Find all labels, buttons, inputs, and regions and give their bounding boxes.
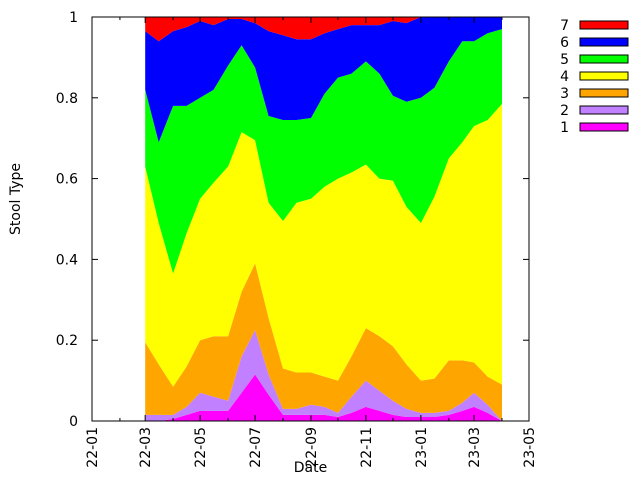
x-tick-label: 23-03	[467, 427, 483, 468]
x-axis-label: Date	[294, 460, 327, 476]
x-tick-label: 22-05	[193, 427, 209, 468]
y-tick-label: 1	[69, 10, 78, 26]
legend-label-1: 1	[560, 120, 569, 136]
x-tick-label: 22-09	[304, 427, 320, 468]
x-tick-label: 23-01	[414, 427, 430, 468]
y-tick-label: 0.4	[56, 252, 78, 268]
legend-swatch-6	[579, 37, 629, 47]
y-tick-label: 0.6	[56, 172, 78, 188]
x-tick-label: 22-01	[85, 427, 101, 468]
area-series-4	[145, 103, 502, 387]
x-tick-label: 22-07	[248, 427, 264, 468]
area-series-3	[145, 263, 502, 421]
area-series-1	[145, 374, 502, 421]
legend-swatch-5	[579, 54, 629, 64]
y-axis-ticks: 0 0.2 0.4 0.6 0.8 1	[56, 10, 529, 430]
legend-label-5: 5	[560, 52, 569, 68]
legend-label-6: 6	[560, 35, 569, 51]
legend-swatch-3	[579, 88, 629, 98]
legend-swatch-2	[579, 105, 629, 115]
legend-label-4: 4	[560, 69, 569, 85]
area-series-6	[145, 17, 502, 143]
x-tick-label: 22-03	[138, 427, 154, 468]
legend-label-7: 7	[560, 18, 569, 34]
area-series-group	[145, 17, 502, 421]
legend-label-3: 3	[560, 86, 569, 102]
area-series-2	[145, 330, 502, 421]
x-axis-ticks: 22-01 22-03 22-05 22-07 22-09 22-11 23-01 23-03…	[85, 17, 538, 468]
y-tick-label: 0.8	[56, 91, 78, 107]
area-series-5	[145, 29, 502, 274]
y-tick-label: 0	[69, 414, 78, 430]
y-axis-label: Stool Type	[8, 163, 24, 235]
legend-swatch-7	[579, 20, 629, 30]
x-tick-label: 22-11	[359, 427, 375, 468]
area-series-7	[145, 17, 502, 42]
legend-label-2: 2	[560, 103, 569, 119]
y-tick-label: 0.2	[56, 333, 78, 349]
x-tick-label: 23-05	[522, 427, 538, 468]
legend-swatch-1	[579, 122, 629, 132]
legend-swatch-4	[579, 71, 629, 81]
